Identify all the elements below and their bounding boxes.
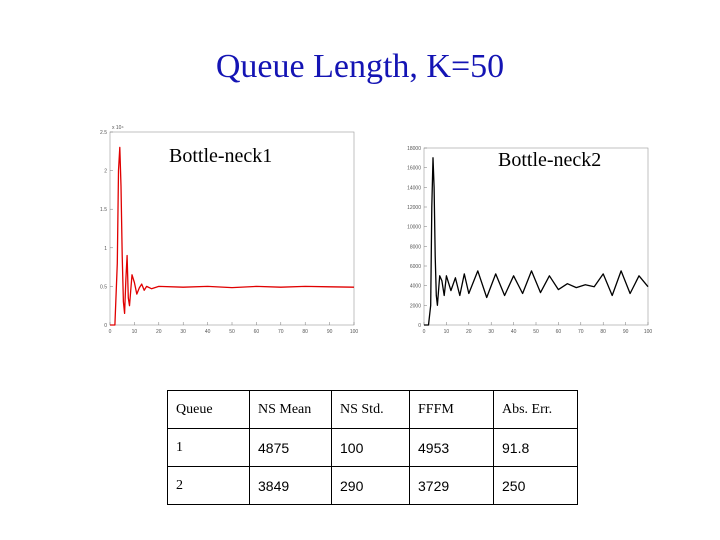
y-tick-label: 1.5 bbox=[100, 207, 107, 213]
y-tick-label: 0 bbox=[418, 323, 421, 329]
table-header-cell: Queue bbox=[167, 390, 250, 429]
x-tick-label: 70 bbox=[278, 329, 284, 335]
y-tick-label: 0 bbox=[104, 323, 107, 329]
table-header-cell: FFFM bbox=[409, 390, 494, 429]
table-row: 2 3849 290 3729 250 bbox=[167, 466, 578, 505]
x-tick-label: 90 bbox=[623, 329, 629, 335]
table-cell: 4953 bbox=[409, 428, 494, 467]
x-tick-label: 50 bbox=[533, 329, 539, 335]
table-cell: 3849 bbox=[249, 466, 332, 505]
x-tick-label: 30 bbox=[488, 329, 494, 335]
bottleneck1-chart: 0 10 20 30 40 50 60 70 80 90 100 0 0.5 1 1.5 2 2.5 x 10⁴ B… bbox=[100, 125, 359, 335]
x-tick-label: 100 bbox=[644, 329, 653, 335]
x-tick-label: 80 bbox=[600, 329, 606, 335]
table-row: 1 4875 100 4953 91.8 bbox=[167, 428, 578, 467]
y-tick-label: 8000 bbox=[410, 244, 421, 250]
y-tick-label: 10000 bbox=[407, 225, 421, 231]
plot-frame-2 bbox=[423, 147, 649, 326]
table-cell: 3729 bbox=[409, 466, 494, 505]
table-cell: 290 bbox=[331, 466, 410, 505]
y-tick-label: 4000 bbox=[410, 284, 421, 290]
x-tick-label: 20 bbox=[156, 329, 162, 335]
table-cell: 1 bbox=[167, 428, 250, 467]
x-tick-label: 40 bbox=[205, 329, 211, 335]
x-tick-label: 40 bbox=[511, 329, 517, 335]
x-tick-label: 100 bbox=[350, 329, 359, 335]
series-line-2-0 bbox=[424, 157, 649, 326]
table-header-cell: NS Mean bbox=[249, 390, 332, 429]
bottleneck2-chart: 0 10 20 30 40 50 60 70 80 90 100 0 2000 4000 6000 8000 1… bbox=[407, 146, 653, 335]
x-tick-label: 60 bbox=[254, 329, 260, 335]
x-tick-label: 30 bbox=[180, 329, 186, 335]
y-tick-label: 18000 bbox=[407, 146, 421, 152]
x-tick-label: 0 bbox=[423, 329, 426, 335]
results-table: Queue NS Mean NS Std. FFFM Abs. Err. 1 4875 100… bbox=[167, 390, 578, 505]
chart-label-1: Bottle-neck1 bbox=[169, 145, 272, 167]
table-cell: 91.8 bbox=[493, 428, 578, 467]
x-tick-label: 10 bbox=[444, 329, 450, 335]
y-tick-label: 0.5 bbox=[100, 284, 107, 290]
table-cell: 100 bbox=[331, 428, 410, 467]
y-tick-label: 2000 bbox=[410, 303, 421, 309]
y-exponent-label: x 10⁴ bbox=[112, 125, 124, 131]
x-tick-label: 10 bbox=[132, 329, 138, 335]
x-tick-label: 60 bbox=[556, 329, 562, 335]
y-tick-label: 2 bbox=[104, 169, 107, 175]
table-cell: 2 bbox=[167, 466, 250, 505]
y-tick-label: 12000 bbox=[407, 205, 421, 211]
chart-label-2: Bottle-neck2 bbox=[498, 149, 601, 171]
y-tick-label: 6000 bbox=[410, 264, 421, 270]
table-cell: 4875 bbox=[249, 428, 332, 467]
x-tick-label: 80 bbox=[302, 329, 308, 335]
x-tick-label: 0 bbox=[109, 329, 112, 335]
series-line-1-0 bbox=[110, 146, 355, 326]
slide-title: Queue Length, K=50 bbox=[215, 48, 505, 85]
y-tick-label: 1 bbox=[104, 246, 107, 252]
x-tick-label: 50 bbox=[229, 329, 235, 335]
table-header-row: Queue NS Mean NS Std. FFFM Abs. Err. bbox=[167, 390, 578, 429]
table-cell: 250 bbox=[493, 466, 578, 505]
table-header-cell: NS Std. bbox=[331, 390, 410, 429]
table-header-cell: Abs. Err. bbox=[493, 390, 578, 429]
y-tick-label: 14000 bbox=[407, 185, 421, 191]
x-tick-label: 70 bbox=[578, 329, 584, 335]
y-tick-label: 2.5 bbox=[100, 130, 107, 136]
x-tick-label: 20 bbox=[466, 329, 472, 335]
y-tick-label: 16000 bbox=[407, 166, 421, 172]
x-tick-label: 90 bbox=[327, 329, 333, 335]
